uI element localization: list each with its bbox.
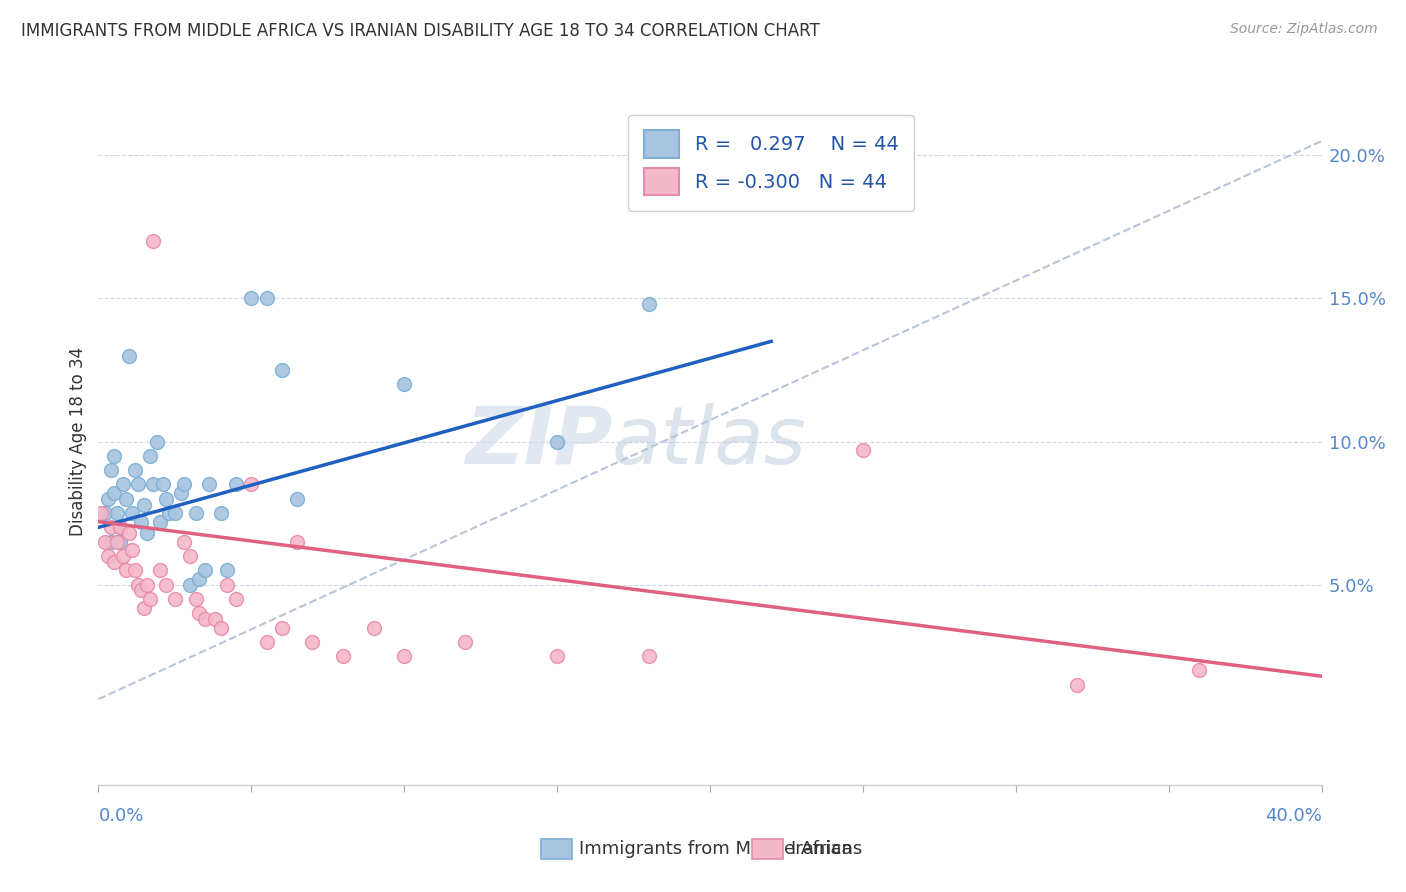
- Point: [142, 234, 165, 248]
- Point: [115, 563, 138, 577]
- Point: [142, 477, 165, 491]
- Point: [332, 649, 354, 664]
- Point: [129, 583, 152, 598]
- Point: [103, 555, 125, 569]
- Point: [163, 591, 186, 606]
- Point: [100, 534, 122, 549]
- Point: [149, 515, 172, 529]
- Legend: R =   0.297    N = 44, R = -0.300   N = 44: R = 0.297 N = 44, R = -0.300 N = 44: [628, 115, 914, 211]
- Point: [139, 591, 162, 606]
- Point: [188, 572, 211, 586]
- Point: [93, 506, 115, 520]
- Point: [105, 534, 128, 549]
- Text: 0.0%: 0.0%: [98, 807, 143, 825]
- Point: [392, 377, 416, 392]
- Point: [1188, 664, 1211, 678]
- Point: [108, 520, 131, 534]
- Point: [240, 292, 263, 306]
- Point: [136, 577, 159, 591]
- Point: [124, 463, 146, 477]
- Point: [270, 621, 292, 635]
- Point: [173, 477, 195, 491]
- Point: [225, 477, 247, 491]
- Point: [285, 491, 308, 506]
- Point: [173, 534, 195, 549]
- Point: [103, 449, 125, 463]
- Point: [637, 649, 661, 664]
- Text: 40.0%: 40.0%: [1265, 807, 1322, 825]
- Point: [186, 506, 208, 520]
- Point: [163, 506, 186, 520]
- Text: Source: ZipAtlas.com: Source: ZipAtlas.com: [1230, 22, 1378, 37]
- Point: [108, 520, 131, 534]
- Text: Immigrants from Middle Africa: Immigrants from Middle Africa: [579, 840, 853, 858]
- Point: [215, 563, 238, 577]
- Point: [270, 363, 292, 377]
- Point: [97, 491, 120, 506]
- Point: [121, 543, 143, 558]
- Text: ZIP: ZIP: [465, 402, 612, 481]
- Point: [301, 635, 323, 649]
- Point: [129, 515, 152, 529]
- Text: atlas: atlas: [612, 402, 807, 481]
- Point: [97, 549, 120, 563]
- Point: [188, 607, 211, 621]
- Point: [152, 477, 174, 491]
- Point: [139, 449, 162, 463]
- Point: [240, 477, 263, 491]
- Point: [105, 506, 128, 520]
- Point: [145, 434, 167, 449]
- Point: [118, 349, 141, 363]
- Point: [100, 520, 122, 534]
- Point: [124, 563, 146, 577]
- Point: [209, 621, 232, 635]
- Point: [179, 577, 201, 591]
- Point: [285, 534, 308, 549]
- Point: [363, 621, 385, 635]
- Point: [134, 498, 156, 512]
- Point: [103, 486, 125, 500]
- Point: [90, 506, 112, 520]
- Text: IMMIGRANTS FROM MIDDLE AFRICA VS IRANIAN DISABILITY AGE 18 TO 34 CORRELATION CHA: IMMIGRANTS FROM MIDDLE AFRICA VS IRANIAN…: [21, 22, 820, 40]
- Point: [204, 612, 226, 626]
- Point: [852, 443, 875, 458]
- Text: Iranians: Iranians: [790, 840, 862, 858]
- Point: [93, 534, 115, 549]
- Point: [197, 477, 219, 491]
- Point: [454, 635, 477, 649]
- Point: [155, 491, 177, 506]
- Point: [157, 506, 180, 520]
- Point: [136, 526, 159, 541]
- Point: [118, 526, 141, 541]
- Point: [1066, 678, 1088, 692]
- Point: [149, 563, 172, 577]
- Point: [256, 635, 278, 649]
- Point: [134, 600, 156, 615]
- Point: [115, 491, 138, 506]
- Point: [127, 577, 149, 591]
- Point: [392, 649, 416, 664]
- Point: [256, 292, 278, 306]
- Point: [108, 534, 131, 549]
- Point: [127, 477, 149, 491]
- Point: [155, 577, 177, 591]
- Point: [546, 434, 568, 449]
- Point: [209, 506, 232, 520]
- Point: [179, 549, 201, 563]
- Point: [194, 612, 217, 626]
- Point: [121, 506, 143, 520]
- Point: [186, 591, 208, 606]
- Point: [111, 549, 134, 563]
- Y-axis label: Disability Age 18 to 34: Disability Age 18 to 34: [69, 347, 87, 536]
- Point: [546, 649, 568, 664]
- Point: [730, 177, 752, 191]
- Point: [111, 477, 134, 491]
- Point: [215, 577, 238, 591]
- Point: [225, 591, 247, 606]
- Point: [100, 463, 122, 477]
- Point: [170, 486, 193, 500]
- Point: [194, 563, 217, 577]
- Point: [637, 297, 661, 311]
